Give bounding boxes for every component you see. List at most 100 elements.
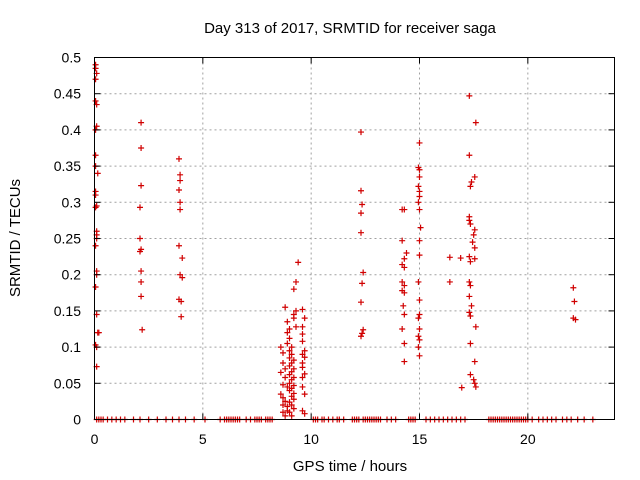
data-point bbox=[416, 173, 423, 180]
data-point bbox=[277, 344, 284, 351]
tick-labels: 0 5 10 15 20 0 0.05 0.1 0.15 0.2 0.25 0.3 0.35 0.4 0.4… bbox=[54, 50, 536, 448]
data-point bbox=[137, 248, 143, 255]
data-point bbox=[572, 316, 579, 323]
data-point bbox=[416, 139, 423, 146]
data-point bbox=[138, 293, 145, 300]
data-point bbox=[466, 92, 473, 99]
data-point bbox=[358, 333, 364, 340]
data-point bbox=[467, 258, 474, 265]
data-point bbox=[301, 315, 308, 322]
data-point bbox=[288, 376, 295, 383]
data-point bbox=[179, 255, 186, 262]
data-point bbox=[176, 186, 182, 193]
data-point bbox=[571, 298, 578, 305]
data-point bbox=[468, 179, 475, 186]
data-point bbox=[471, 173, 478, 180]
data-point bbox=[280, 409, 286, 416]
data-point bbox=[288, 351, 295, 358]
data-point bbox=[471, 226, 478, 233]
data-point bbox=[286, 387, 293, 394]
data-point bbox=[416, 193, 423, 200]
data-point bbox=[471, 358, 478, 365]
data-point bbox=[401, 311, 408, 318]
y-tick-label: 0 bbox=[73, 412, 81, 428]
axis-ticks bbox=[94, 57, 615, 420]
data-point bbox=[288, 344, 295, 351]
data-point bbox=[92, 76, 99, 83]
data-point bbox=[92, 242, 99, 249]
data-point bbox=[358, 229, 364, 236]
data-point bbox=[280, 394, 286, 401]
data-point bbox=[94, 170, 101, 177]
data-point bbox=[466, 293, 473, 300]
data-point bbox=[92, 65, 99, 72]
data-point bbox=[92, 97, 99, 104]
data-point bbox=[282, 304, 289, 311]
data-point bbox=[401, 289, 408, 296]
data-point bbox=[416, 237, 423, 244]
data-point bbox=[467, 340, 474, 347]
data-point bbox=[280, 360, 286, 367]
data-point bbox=[299, 331, 306, 338]
data-point bbox=[401, 282, 408, 289]
data-point bbox=[472, 323, 479, 330]
data-point bbox=[466, 309, 473, 316]
data-point bbox=[470, 376, 477, 383]
data-point bbox=[282, 374, 289, 381]
data-point bbox=[358, 129, 364, 136]
data-point bbox=[176, 155, 182, 162]
x-tick-label: 20 bbox=[520, 431, 536, 447]
grid-lines bbox=[94, 57, 615, 420]
data-point bbox=[403, 249, 410, 256]
data-point bbox=[570, 284, 577, 291]
data-point bbox=[471, 380, 478, 387]
y-tick-label: 0.3 bbox=[62, 194, 82, 210]
data-point bbox=[299, 338, 306, 345]
data-point bbox=[293, 278, 299, 285]
data-point bbox=[359, 330, 366, 337]
data-point bbox=[286, 380, 293, 387]
data-point bbox=[282, 412, 289, 419]
data-point bbox=[92, 284, 99, 291]
data-point bbox=[286, 335, 293, 342]
data-point bbox=[293, 307, 299, 314]
data-point bbox=[301, 354, 308, 361]
data-point bbox=[468, 302, 475, 309]
data-point bbox=[280, 381, 286, 388]
data-point bbox=[301, 391, 308, 398]
data-point bbox=[95, 329, 102, 336]
data-point bbox=[401, 264, 408, 271]
data-point bbox=[466, 278, 473, 285]
y-tick-label: 0.05 bbox=[54, 375, 81, 391]
data-point bbox=[138, 182, 145, 189]
data-point bbox=[286, 347, 293, 354]
data-point bbox=[92, 152, 99, 159]
data-point bbox=[138, 145, 145, 151]
y-tick-label: 0.45 bbox=[54, 86, 81, 102]
data-point bbox=[284, 329, 291, 336]
data-point bbox=[277, 391, 284, 398]
y-tick-label: 0.1 bbox=[62, 339, 82, 355]
data-point bbox=[472, 383, 479, 390]
data-point bbox=[470, 231, 477, 238]
data-point bbox=[299, 306, 306, 313]
data-point bbox=[416, 311, 423, 318]
data-point bbox=[416, 166, 423, 173]
x-tick-label: 5 bbox=[199, 431, 207, 447]
data-point bbox=[472, 119, 479, 126]
data-point bbox=[288, 402, 295, 409]
data-point bbox=[416, 188, 423, 195]
data-point bbox=[299, 374, 306, 381]
x-tick-label: 10 bbox=[303, 431, 319, 447]
data-point bbox=[280, 349, 286, 356]
data-point bbox=[138, 268, 145, 275]
data-point bbox=[178, 313, 185, 320]
data-point bbox=[282, 398, 289, 405]
data-point bbox=[466, 253, 473, 260]
data-point bbox=[360, 269, 367, 276]
data-point bbox=[467, 183, 474, 190]
chart-title: Day 313 of 2017, SRMTID for receiver sag… bbox=[204, 20, 496, 37]
data-point bbox=[301, 370, 308, 377]
data-point bbox=[299, 364, 306, 371]
x-axis-label: GPS time / hours bbox=[293, 458, 407, 475]
